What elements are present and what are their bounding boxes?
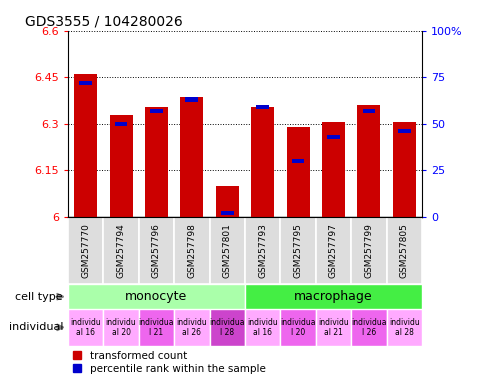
Text: individual: individual (9, 322, 63, 333)
Bar (174, 217, 209, 284)
Bar (145, 107, 167, 217)
Bar (103, 309, 138, 346)
Text: GSM257798: GSM257798 (187, 223, 196, 278)
Bar (185, 98, 198, 102)
Bar (350, 217, 386, 284)
Bar (68, 217, 103, 284)
Bar (79, 81, 92, 85)
Bar (362, 109, 375, 113)
Bar (209, 309, 244, 346)
Bar (180, 98, 203, 217)
Text: GSM257801: GSM257801 (222, 223, 231, 278)
Text: individua
l 28: individua l 28 (209, 318, 244, 337)
Bar (68, 284, 244, 309)
Legend: transformed count, percentile rank within the sample: transformed count, percentile rank withi… (73, 351, 265, 374)
Text: individu
al 26: individu al 26 (176, 318, 207, 337)
Bar (280, 309, 315, 346)
Bar (321, 122, 344, 217)
Bar (74, 74, 97, 217)
Text: individu
al 16: individu al 16 (70, 318, 101, 337)
Bar (244, 217, 280, 284)
Text: individu
al 28: individu al 28 (388, 318, 419, 337)
Bar (244, 284, 421, 309)
Text: individu
al 16: individu al 16 (247, 318, 277, 337)
Bar (220, 211, 233, 215)
Text: GSM257793: GSM257793 (257, 223, 267, 278)
Bar (315, 309, 350, 346)
Text: individu
al 20: individu al 20 (106, 318, 136, 337)
Bar (286, 127, 309, 217)
Text: GSM257796: GSM257796 (151, 223, 161, 278)
Bar (109, 114, 132, 217)
Text: GSM257797: GSM257797 (328, 223, 337, 278)
Bar (138, 309, 174, 346)
Bar (357, 105, 379, 217)
Bar (291, 159, 304, 163)
Bar (150, 109, 163, 113)
Bar (244, 309, 280, 346)
Bar (350, 309, 386, 346)
Text: GSM257805: GSM257805 (399, 223, 408, 278)
Text: GSM257770: GSM257770 (81, 223, 90, 278)
Text: GSM257795: GSM257795 (293, 223, 302, 278)
Bar (386, 217, 421, 284)
Bar (138, 217, 174, 284)
Text: GSM257799: GSM257799 (363, 223, 373, 278)
Bar (251, 107, 273, 217)
Bar (326, 135, 339, 139)
Bar (103, 217, 138, 284)
Bar (386, 309, 421, 346)
Bar (209, 217, 244, 284)
Text: individu
al 21: individu al 21 (318, 318, 348, 337)
Bar (114, 122, 127, 126)
Text: macrophage: macrophage (293, 290, 372, 303)
Bar (280, 217, 315, 284)
Bar (215, 186, 238, 217)
Text: cell type: cell type (15, 291, 63, 302)
Text: GDS3555 / 104280026: GDS3555 / 104280026 (25, 14, 183, 28)
Text: GSM257794: GSM257794 (116, 223, 125, 278)
Bar (256, 105, 269, 109)
Text: individua
l 21: individua l 21 (138, 318, 174, 337)
Text: individua
l 20: individua l 20 (280, 318, 315, 337)
Bar (174, 309, 209, 346)
Bar (68, 309, 103, 346)
Bar (392, 122, 415, 217)
Text: monocyte: monocyte (125, 290, 187, 303)
Bar (397, 129, 410, 134)
Text: individua
l 26: individua l 26 (350, 318, 386, 337)
Bar (315, 217, 350, 284)
